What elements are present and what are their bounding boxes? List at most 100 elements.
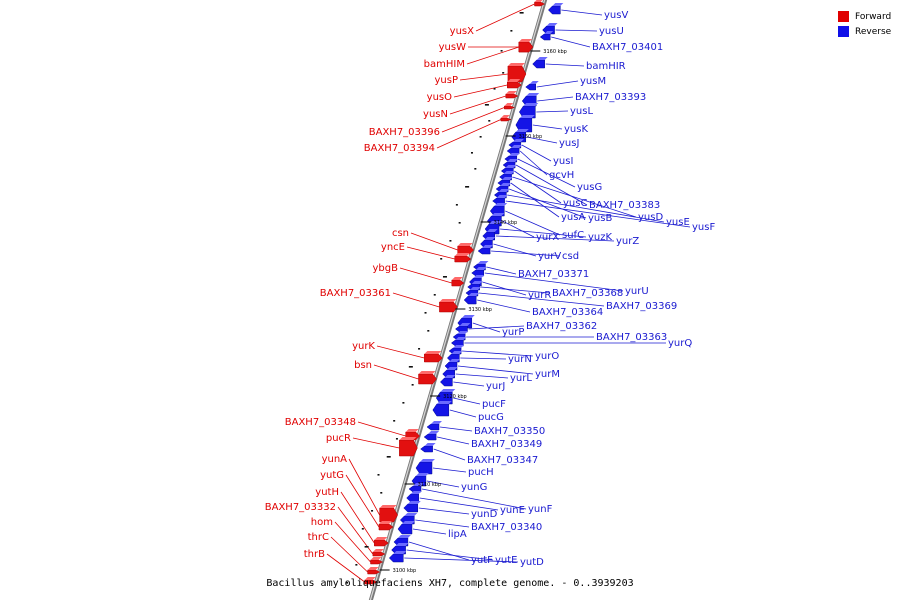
reverse-gene-label[interactable]: pucF bbox=[482, 399, 506, 410]
forward-gene-label[interactable]: BAXH7_03394 bbox=[364, 143, 435, 154]
reverse-gene-label[interactable]: BAXH7_03363 bbox=[596, 332, 667, 343]
forward-gene-label[interactable]: ybgB bbox=[373, 263, 399, 274]
reverse-gene-csd[interactable] bbox=[477, 245, 494, 255]
reverse-gene-label[interactable]: yutE bbox=[495, 555, 518, 566]
forward-gene-label[interactable]: yurK bbox=[352, 341, 375, 352]
forward-gene-yncE[interactable] bbox=[454, 253, 472, 263]
forward-gene-bamHIM[interactable] bbox=[518, 39, 534, 53]
reverse-gene-pucH[interactable] bbox=[415, 459, 435, 475]
reverse-gene-label[interactable]: BAXH7_03349 bbox=[471, 439, 542, 450]
reverse-gene-label[interactable]: yurZ bbox=[616, 236, 639, 247]
reverse-gene-gcvH[interactable] bbox=[506, 145, 523, 155]
forward-gene-label[interactable]: thrB bbox=[304, 549, 325, 560]
forward-gene-yusN[interactable] bbox=[505, 91, 519, 99]
reverse-gene-label[interactable]: bamHIR bbox=[586, 61, 626, 72]
reverse-gene-BAXH7_03349[interactable] bbox=[423, 431, 440, 441]
forward-gene-label[interactable]: BAXH7_03348 bbox=[285, 417, 356, 428]
reverse-gene-label[interactable]: csd bbox=[562, 251, 579, 262]
forward-gene-label[interactable]: yusO bbox=[427, 92, 452, 103]
reverse-gene-yunD[interactable] bbox=[403, 501, 421, 513]
reverse-gene-label[interactable]: sufC bbox=[562, 230, 584, 241]
reverse-gene-label[interactable]: yusU bbox=[599, 26, 624, 37]
reverse-gene-label[interactable]: BAXH7_03401 bbox=[592, 42, 663, 53]
reverse-gene-label[interactable]: BAXH7_03383 bbox=[589, 200, 660, 211]
forward-gene-label[interactable]: yutG bbox=[320, 470, 344, 481]
forward-gene-label[interactable]: bsn bbox=[354, 360, 372, 371]
reverse-gene-pucG[interactable] bbox=[432, 401, 452, 417]
forward-gene-yutH[interactable] bbox=[374, 537, 389, 547]
reverse-gene-label[interactable]: BAXH7_03369 bbox=[606, 301, 677, 312]
reverse-gene-label[interactable]: yusD bbox=[638, 212, 663, 223]
forward-gene-thrC[interactable] bbox=[367, 567, 381, 575]
legend-forward[interactable]: Forward bbox=[838, 9, 891, 24]
reverse-gene-label[interactable]: BAXH7_03368 bbox=[552, 288, 623, 299]
reverse-gene-label[interactable]: yusA bbox=[561, 212, 585, 223]
reverse-gene-yurU[interactable] bbox=[471, 267, 487, 277]
reverse-gene-BAXH7_03347[interactable] bbox=[420, 443, 436, 453]
reverse-gene-label[interactable]: yurP bbox=[502, 327, 524, 338]
reverse-gene-label[interactable]: BAXH7_03362 bbox=[526, 321, 597, 332]
forward-gene-label[interactable]: thrC bbox=[308, 532, 329, 543]
reverse-gene-label[interactable]: yusM bbox=[580, 76, 606, 87]
reverse-gene-label[interactable]: BAXH7_03364 bbox=[532, 307, 603, 318]
reverse-gene-yusV[interactable] bbox=[548, 3, 564, 15]
reverse-gene-label[interactable]: pucH bbox=[468, 467, 494, 478]
forward-gene-BAXH7_03361[interactable] bbox=[439, 299, 458, 313]
legend-reverse[interactable]: Reverse bbox=[838, 24, 891, 39]
reverse-gene-label[interactable]: yurX bbox=[536, 232, 559, 243]
reverse-gene-yusF[interactable] bbox=[492, 195, 508, 205]
reverse-gene-label[interactable]: yusV bbox=[604, 10, 628, 21]
reverse-gene-label[interactable]: yusC bbox=[563, 198, 587, 209]
reverse-gene-label[interactable]: yurM bbox=[535, 369, 560, 380]
reverse-gene-lipA[interactable] bbox=[397, 521, 415, 535]
reverse-gene-label[interactable]: yurR bbox=[528, 290, 551, 301]
reverse-gene-label[interactable]: BAXH7_03340 bbox=[471, 522, 542, 533]
reverse-gene-label[interactable]: yurV bbox=[538, 251, 561, 262]
forward-gene-thrB[interactable] bbox=[364, 577, 378, 585]
forward-gene-pucR[interactable] bbox=[399, 437, 418, 457]
reverse-gene-label[interactable]: yunE bbox=[500, 505, 525, 516]
reverse-gene-label[interactable]: yurN bbox=[508, 354, 532, 365]
forward-gene-label[interactable]: yusW bbox=[439, 42, 466, 53]
forward-gene-yurK[interactable] bbox=[424, 351, 443, 363]
forward-gene-label[interactable]: yunA bbox=[322, 454, 348, 465]
reverse-gene-label[interactable]: yunD bbox=[471, 509, 498, 520]
forward-gene-hom[interactable] bbox=[370, 557, 384, 565]
forward-gene-label[interactable]: yusN bbox=[423, 109, 448, 120]
forward-gene-yusP[interactable] bbox=[507, 63, 527, 83]
reverse-gene-label[interactable]: yurL bbox=[510, 373, 532, 384]
forward-gene-label[interactable]: csn bbox=[392, 228, 409, 239]
reverse-gene-label[interactable]: BAXH7_03350 bbox=[474, 426, 545, 437]
reverse-gene-label[interactable]: yurU bbox=[625, 286, 649, 297]
reverse-gene-label[interactable]: BAXH7_03393 bbox=[575, 92, 646, 103]
reverse-gene-label[interactable]: BAXH7_03347 bbox=[467, 455, 538, 466]
reverse-gene-label[interactable]: yurO bbox=[535, 351, 559, 362]
forward-gene-label[interactable]: pucR bbox=[326, 433, 351, 444]
reverse-gene-label[interactable]: yusK bbox=[564, 124, 588, 135]
reverse-gene-BAXH7_03362[interactable] bbox=[455, 323, 471, 333]
reverse-gene-label[interactable]: yusB bbox=[588, 213, 612, 224]
reverse-gene-yurJ[interactable] bbox=[440, 375, 456, 387]
reverse-gene-BAXH7_03350[interactable] bbox=[426, 421, 443, 431]
reverse-gene-label[interactable]: yusF bbox=[692, 222, 715, 233]
forward-gene-label[interactable]: yutH bbox=[315, 487, 339, 498]
reverse-gene-label[interactable]: yusG bbox=[577, 182, 602, 193]
reverse-gene-yunE[interactable] bbox=[406, 491, 422, 503]
forward-gene-label[interactable]: yusP bbox=[435, 75, 459, 86]
forward-gene-BAXH7_03332[interactable] bbox=[372, 549, 386, 557]
reverse-gene-BAXH7_03401[interactable] bbox=[539, 31, 554, 41]
reverse-gene-label[interactable]: lipA bbox=[448, 529, 467, 540]
reverse-gene-label[interactable]: yusE bbox=[666, 217, 690, 228]
forward-gene-bsn[interactable] bbox=[418, 371, 437, 385]
reverse-gene-yunF[interactable] bbox=[408, 483, 425, 493]
reverse-gene-yusM[interactable] bbox=[525, 81, 539, 91]
reverse-gene-label[interactable]: gcvH bbox=[549, 170, 574, 181]
forward-gene-label[interactable]: bamHIM bbox=[424, 59, 465, 70]
reverse-gene-label[interactable]: yusJ bbox=[559, 138, 579, 149]
reverse-gene-label[interactable]: yuzK bbox=[588, 232, 613, 243]
forward-gene-yusO[interactable] bbox=[507, 79, 522, 89]
forward-gene-label[interactable]: hom bbox=[311, 517, 333, 528]
reverse-gene-label[interactable]: yurJ bbox=[486, 381, 505, 392]
reverse-gene-BAXH7_03364[interactable] bbox=[463, 293, 480, 305]
reverse-gene-label[interactable]: yunG bbox=[461, 482, 487, 493]
